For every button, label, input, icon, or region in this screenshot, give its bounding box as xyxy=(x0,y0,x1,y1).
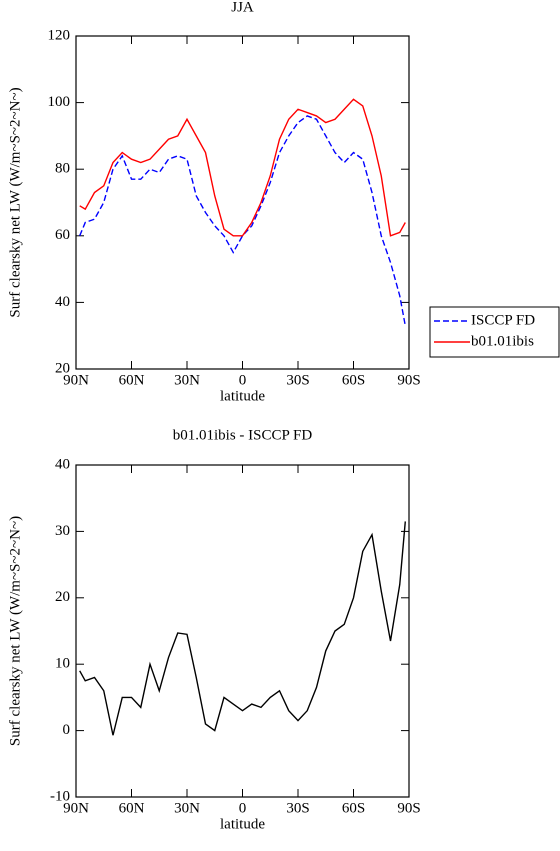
y-tick-label: 20 xyxy=(55,589,70,605)
x-axis-label: latitude xyxy=(220,388,265,404)
y-tick-label: 60 xyxy=(55,227,70,243)
y-tick-label: 80 xyxy=(55,161,70,177)
x-tick-label: 30S xyxy=(286,800,309,816)
x-tick-label: 60N xyxy=(119,800,145,816)
x-tick-label: 60N xyxy=(119,372,145,388)
plot-frame xyxy=(75,464,410,798)
legend-box xyxy=(429,306,560,358)
x-tick-label: 90S xyxy=(397,372,420,388)
x-tick-label: 30N xyxy=(174,800,200,816)
y-tick-label: 0 xyxy=(63,722,71,738)
line-series xyxy=(79,115,406,326)
x-tick-label: 0 xyxy=(239,372,247,388)
y-tick-label: 40 xyxy=(55,456,70,472)
y-axis-label: Surf clearsky net LW (W/m~S~2~N~) xyxy=(7,516,23,746)
plot-frame xyxy=(75,35,410,370)
chart-title: b01.01ibis - ISCCP FD xyxy=(173,427,313,443)
y-tick-label: -10 xyxy=(50,788,70,804)
line-series xyxy=(79,521,406,736)
x-tick-label: 60S xyxy=(342,800,365,816)
x-tick-label: 60S xyxy=(342,372,365,388)
y-tick-label: 100 xyxy=(48,94,71,110)
x-tick-label: 0 xyxy=(239,800,247,816)
y-tick-label: 20 xyxy=(55,360,70,376)
y-tick-label: 30 xyxy=(55,523,70,539)
y-tick-label: 10 xyxy=(55,656,70,672)
x-tick-label: 90N xyxy=(63,800,89,816)
x-axis-label: latitude xyxy=(220,816,265,832)
line-series xyxy=(79,98,406,237)
legend-label: b01.01ibis xyxy=(471,333,534,349)
y-axis-label: Surf clearsky net LW (W/m~S~2~N~) xyxy=(7,87,23,317)
y-tick-label: 120 xyxy=(48,27,71,43)
y-tick-label: 40 xyxy=(55,294,70,310)
x-tick-label: 90N xyxy=(63,372,89,388)
chart-title: JJA xyxy=(231,0,254,15)
x-tick-label: 30S xyxy=(286,372,309,388)
x-tick-label: 30N xyxy=(174,372,200,388)
x-tick-label: 90S xyxy=(397,800,420,816)
legend-label: ISCCP FD xyxy=(471,312,535,328)
